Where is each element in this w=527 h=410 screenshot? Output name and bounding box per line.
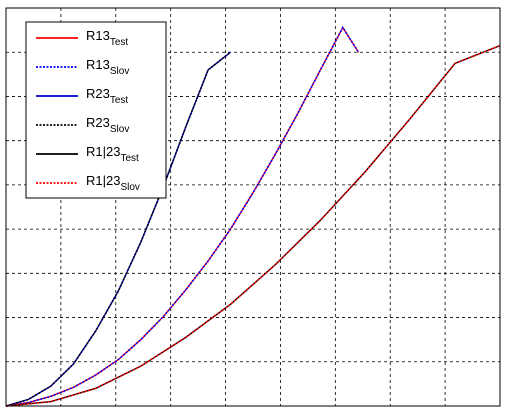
legend-box	[25, 21, 167, 199]
legend: R13Test R13Slov R23Test R23Slov R1|23Test R1|…	[25, 21, 167, 199]
series-line-r13-slov	[5, 25, 360, 407]
plot-frame	[5, 7, 501, 407]
legend-entry: R13Test	[86, 28, 128, 48]
legend-entry: R1|23Slov	[86, 173, 140, 193]
series-line-r123-slov	[5, 44, 501, 407]
series-line-r23-slov	[5, 51, 231, 407]
grid-lines	[6, 8, 500, 406]
series-lines	[5, 25, 501, 407]
legend-entry: R1|23Test	[86, 144, 139, 164]
legend-entry: R13Slov	[86, 57, 129, 77]
legend-entry: R23Test	[86, 86, 128, 106]
legend-entry: R23Slov	[86, 115, 129, 135]
